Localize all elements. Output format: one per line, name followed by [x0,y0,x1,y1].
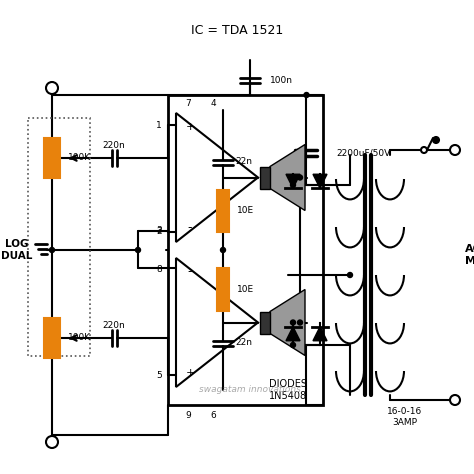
Text: 100K: 100K [68,334,91,343]
Circle shape [291,320,295,325]
Circle shape [450,395,460,405]
Text: 7: 7 [185,99,191,108]
Text: LOG
DUAL: LOG DUAL [1,239,33,261]
Circle shape [291,343,295,347]
Text: 9: 9 [185,410,191,419]
Circle shape [433,137,439,143]
Polygon shape [286,327,300,341]
Text: 22n: 22n [235,157,252,166]
Polygon shape [313,327,327,341]
Text: +: + [185,368,195,378]
Bar [260,311,270,334]
Bar [168,95,323,405]
Text: 3: 3 [156,226,162,235]
Text: 100K: 100K [68,154,91,163]
Text: swagatam innovations: swagatam innovations [199,385,301,394]
Text: 100n: 100n [270,75,293,84]
Circle shape [136,247,140,253]
Circle shape [220,247,226,253]
Polygon shape [313,174,327,188]
Text: 220n: 220n [103,140,126,149]
Circle shape [46,436,58,448]
Text: DIODES
1N5408: DIODES 1N5408 [269,379,307,401]
Text: 4: 4 [210,99,216,108]
Polygon shape [286,174,300,188]
Text: -: - [188,265,192,279]
Text: +: + [185,122,195,132]
Text: 2: 2 [156,227,162,236]
Circle shape [291,175,295,180]
Text: 10E: 10E [237,285,254,294]
Circle shape [304,92,309,98]
Circle shape [450,145,460,155]
Bar [217,190,229,232]
Text: -: - [188,221,192,235]
Bar [28,118,90,356]
Polygon shape [270,290,305,356]
Circle shape [298,320,302,325]
Text: 5: 5 [156,371,162,380]
Text: AC
MAINS: AC MAINS [465,244,474,266]
Text: 1: 1 [156,120,162,129]
Bar [44,318,60,358]
Polygon shape [270,145,305,210]
Text: 22n: 22n [235,338,252,347]
Text: 10E: 10E [237,206,254,215]
Bar [44,138,60,178]
Circle shape [347,273,353,277]
Text: IC = TDA 1521: IC = TDA 1521 [191,24,283,36]
Text: 220n: 220n [103,320,126,329]
Bar [260,166,270,189]
Text: 2200uF/50V: 2200uF/50V [337,148,391,157]
Circle shape [46,82,58,94]
Text: 8: 8 [156,265,162,274]
Circle shape [49,247,55,253]
Text: 16-0-16
3AMP: 16-0-16 3AMP [387,407,423,427]
Circle shape [291,182,295,188]
Circle shape [298,175,302,180]
Text: 6: 6 [210,410,216,419]
Bar [217,268,229,310]
Circle shape [421,147,427,153]
